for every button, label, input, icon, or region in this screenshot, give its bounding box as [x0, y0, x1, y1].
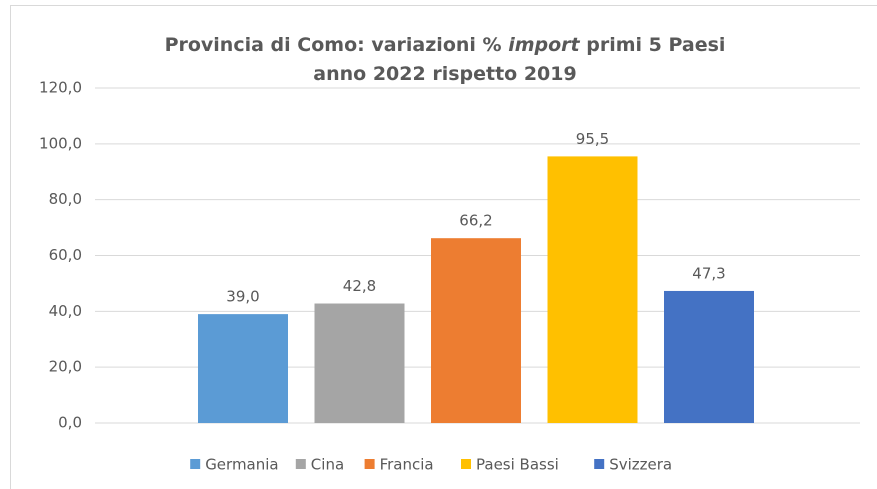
y-tick-label: 80,0 — [49, 190, 82, 208]
legend-label: Francia — [380, 456, 434, 474]
legend-swatch — [295, 459, 306, 469]
data-label: 42,8 — [343, 277, 376, 295]
title-part: import — [508, 34, 580, 56]
y-tick-label: 0,0 — [58, 414, 82, 432]
bar — [547, 156, 638, 424]
legend-swatch — [461, 459, 471, 469]
legend-swatch — [594, 459, 605, 469]
legend-label: Cina — [311, 456, 344, 474]
y-tick-label: 120,0 — [39, 79, 82, 97]
chart-title: Provincia di Como: variazioni % import p… — [165, 34, 726, 56]
legend-swatch — [364, 459, 375, 469]
y-tick-label: 20,0 — [49, 358, 82, 376]
legend-label: Paesi Bassi — [476, 456, 559, 474]
title-part: anno 2022 rispetto 2019 — [313, 63, 576, 85]
title-part: Provincia di Como: variazioni % — [165, 34, 509, 56]
legend-label: Germania — [205, 456, 278, 474]
data-label: 47,3 — [692, 264, 725, 282]
bar — [664, 290, 754, 423]
y-tick-label: 60,0 — [49, 246, 82, 264]
bar — [431, 238, 521, 423]
bar — [198, 314, 288, 423]
legend-label: Svizzera — [609, 456, 672, 474]
data-label: 66,2 — [459, 212, 492, 230]
data-label: 39,0 — [226, 288, 259, 306]
title-part: primi 5 Paesi — [580, 34, 726, 56]
y-tick-label: 40,0 — [49, 302, 82, 320]
bar — [314, 303, 405, 423]
chart-title: anno 2022 rispetto 2019 — [313, 63, 576, 85]
data-label: 95,5 — [576, 130, 609, 148]
y-tick-label: 100,0 — [39, 134, 82, 152]
legend-swatch — [190, 459, 201, 469]
